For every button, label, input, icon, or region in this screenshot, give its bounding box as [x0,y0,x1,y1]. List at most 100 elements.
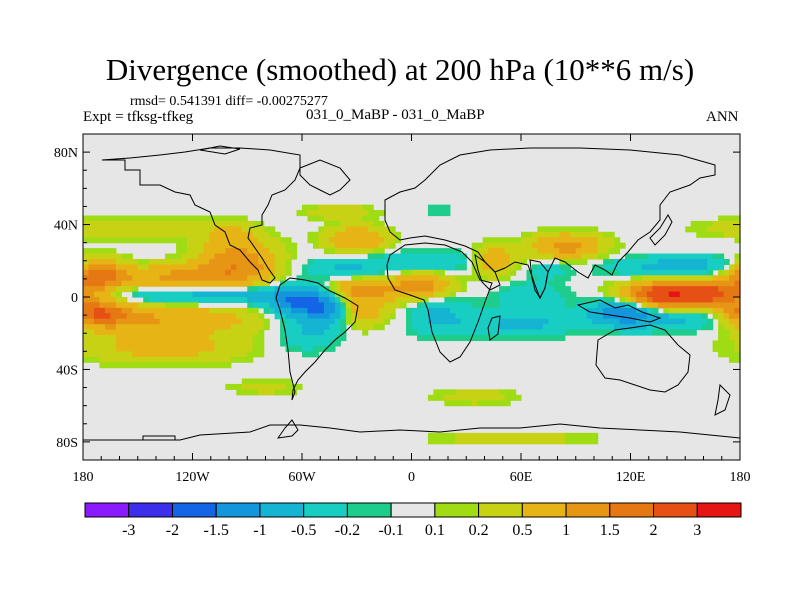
field-cell [559,291,577,298]
field-cell [258,269,276,276]
field-cell [197,253,215,260]
field-cell [455,432,566,439]
field-cell [603,258,615,265]
field-cell [132,307,210,314]
field-cell [214,253,259,260]
field-cell [159,275,248,282]
field-cell [121,280,254,287]
field-cell [258,313,265,320]
field-cell [323,329,341,336]
field-cell [241,318,265,325]
field-cell [280,275,287,282]
field-cell [477,253,484,260]
field-cell [575,302,599,309]
field-cell [291,307,309,314]
field-cell [455,264,467,271]
field-cell [646,324,703,331]
field-cell [340,329,347,336]
field-cell [723,313,730,320]
field-cell [225,383,243,390]
field-cell [83,280,106,287]
field-cell [83,215,248,222]
field-cell [378,269,385,276]
coastline-antarctic-peninsula [276,419,299,439]
field-cell [427,438,456,445]
field-cell [510,286,555,293]
field-cell [652,329,697,336]
field-cell [362,264,456,271]
field-cell [652,286,719,293]
field-cell [515,264,522,271]
field-cell [395,297,424,304]
field-cell [285,324,303,331]
field-cell [734,237,741,244]
field-cell [263,307,270,314]
field-cell [83,329,95,336]
field-cell [236,313,259,320]
colorbar-label: 0.2 [469,522,489,539]
field-cell [187,242,205,249]
field-cell [110,313,128,320]
x-tick-label: 180 [730,470,751,485]
field-cell [482,237,522,244]
field-cell [252,302,270,309]
field-cell [531,242,555,249]
field-cell [302,329,325,336]
field-cell [285,242,298,249]
field-cell [477,269,511,276]
colorbar-label: 1 [562,522,570,539]
field-cell [646,302,659,309]
colorbar-label: -1.5 [204,522,229,539]
field-cell [603,264,643,271]
field-cell [499,297,566,304]
field-cell [274,258,287,265]
field-cell [729,264,736,271]
field-cell [285,329,303,336]
field-cell [340,318,347,325]
field-cell [422,297,429,304]
colorbar-label: 1.5 [600,522,620,539]
field-cell [608,291,621,298]
field-cell [729,318,741,325]
field-cell [208,307,248,314]
field-cell [241,378,292,385]
field-cell [471,302,500,309]
field-cell [165,253,183,260]
field-cell [115,269,128,276]
field-cell [291,302,325,309]
field-cell [334,318,341,325]
field-cell [247,275,270,282]
field-cell [619,269,708,276]
field-cell [460,280,467,287]
field-cell [504,248,539,255]
field-cell [701,324,714,331]
colorbar-label: -0.2 [335,522,360,539]
coastline-madagascar [487,315,501,341]
field-cell [115,340,215,347]
field-cell [449,280,462,287]
coastline-new-zealand [714,383,731,416]
field-cell [104,307,122,314]
field-cell [630,291,637,298]
field-cell [712,345,736,352]
field-cell [603,291,610,298]
coastline-arabia [474,253,501,291]
field-cell [351,307,380,314]
field-cell [663,307,670,314]
field-cell [351,297,396,304]
field-cell [411,269,434,276]
field-cell [115,286,133,293]
field-cell [312,258,467,265]
field-cell [504,394,522,401]
field-cell [619,329,653,336]
field-cell [351,275,363,282]
field-cell [263,324,270,331]
field-cell [646,307,653,314]
field-cell [208,231,254,238]
field-cell [427,394,445,401]
field-cell [104,324,117,331]
field-cell [559,264,571,271]
field-cell [499,302,566,309]
field-cell [668,307,714,314]
